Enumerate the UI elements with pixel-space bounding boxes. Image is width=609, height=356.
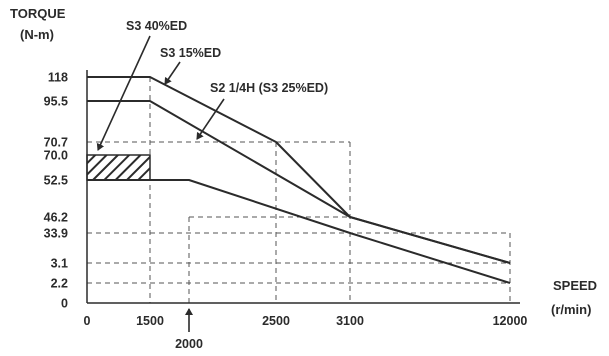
hatched-region-layer — [86, 154, 151, 181]
y-tick-label: 2.2 — [51, 277, 68, 291]
reference-gridlines — [87, 76, 511, 303]
y-tick-label: 0 — [61, 297, 68, 311]
x-axis-unit: (r/min) — [551, 302, 591, 317]
hatched-region — [86, 154, 151, 181]
x-tick-label: 12000 — [493, 314, 528, 328]
x-tick-label-extra: 2000 — [175, 337, 203, 351]
series-label-s3-40ed: S3 40%ED — [126, 19, 187, 33]
pointer-arrow-s2-quarter-hour — [196, 98, 225, 140]
y-axis-unit: (N-m) — [20, 27, 54, 42]
series-label-s3-15ed: S3 15%ED — [160, 46, 221, 60]
y-tick-label: 118 — [48, 71, 68, 85]
y-tick-label: 33.9 — [44, 227, 68, 241]
pointer-arrow-s3-40ed — [96, 35, 151, 151]
y-tick-label: 95.5 — [44, 95, 68, 109]
pointer-arrow-s3-15ed — [164, 61, 181, 85]
y-axis-title: TORQUE — [10, 6, 66, 21]
x-tick-label: 3100 — [336, 314, 364, 328]
x-axis-title: SPEED — [553, 278, 597, 293]
y-tick-label: 52.5 — [44, 174, 68, 188]
y-tick-label: 3.1 — [51, 257, 68, 271]
y-tick-label: 70.7 — [44, 136, 68, 150]
x-tick-label: 0 — [84, 314, 91, 328]
series-label-s2-quarter-hour: S2 1/4H (S3 25%ED) — [210, 81, 328, 95]
tick-labels: 0 2.2 3.1 33.9 46.2 52.5 70.070.7 95.5 118 0 1500 2… — [44, 71, 528, 352]
series-line-1 — [87, 100, 511, 264]
y-tick-label: 70.0 — [44, 149, 68, 163]
series-line-2 — [87, 179, 511, 284]
x-tick-label: 1500 — [136, 314, 164, 328]
x-tick-label: 2500 — [262, 314, 290, 328]
axes — [86, 70, 520, 304]
series-layer — [87, 76, 511, 284]
y-tick-label: 46.2 — [44, 211, 68, 225]
